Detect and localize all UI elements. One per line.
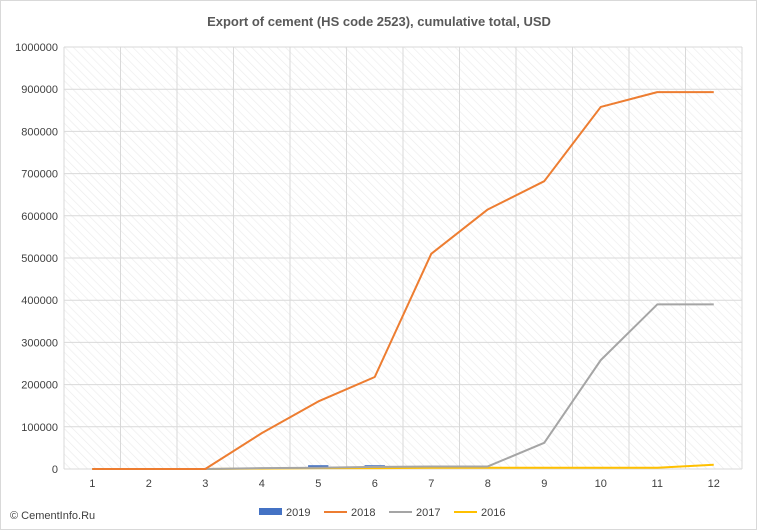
- y-axis-tick-labels: 0 100000 200000 300000 400000 500000 600000 700…: [15, 42, 58, 476]
- source-credit: © CementInfo.Ru: [10, 510, 95, 522]
- y-tick-label: 900000: [21, 84, 58, 96]
- x-tick-label: 4: [259, 478, 265, 490]
- line-series: [92, 91, 714, 470]
- y-tick-label: 1000000: [15, 42, 58, 54]
- x-tick-label: 8: [485, 478, 491, 490]
- x-tick-label: 9: [541, 478, 547, 490]
- legend: 2019 2018 2017 2016: [259, 507, 505, 519]
- x-tick-label: 7: [428, 478, 434, 490]
- y-tick-label: 400000: [21, 295, 58, 307]
- x-tick-label: 5: [315, 478, 321, 490]
- x-tick-label: 1: [89, 478, 95, 490]
- y-tick-label: 600000: [21, 211, 58, 223]
- x-tick-label: 3: [202, 478, 208, 490]
- x-axis-tick-labels: 1 2 3 4 5 6 7 8 9 10 11 12: [89, 478, 720, 490]
- y-tick-label: 100000: [21, 422, 58, 434]
- y-tick-label: 200000: [21, 380, 58, 392]
- legend-label-2019: 2019: [286, 507, 310, 519]
- y-tick-label: 500000: [21, 253, 58, 265]
- x-tick-label: 10: [595, 478, 607, 490]
- x-tick-label: 6: [372, 478, 378, 490]
- x-tick-label: 2: [146, 478, 152, 490]
- y-tick-label: 800000: [21, 126, 58, 138]
- y-tick-label: 700000: [21, 169, 58, 181]
- x-tick-label: 12: [708, 478, 720, 490]
- legend-label-2016: 2016: [481, 507, 505, 519]
- chart-title: Export of cement (HS code 2523), cumulat…: [207, 14, 551, 29]
- legend-label-2017: 2017: [416, 507, 440, 519]
- legend-label-2018: 2018: [351, 507, 375, 519]
- legend-swatch-2019: [259, 508, 282, 515]
- series-line-2018: [92, 91, 714, 470]
- gridlines: [63, 46, 743, 470]
- y-tick-label: 300000: [21, 337, 58, 349]
- x-tick-label: 11: [652, 478, 663, 490]
- y-tick-label: 0: [52, 464, 58, 476]
